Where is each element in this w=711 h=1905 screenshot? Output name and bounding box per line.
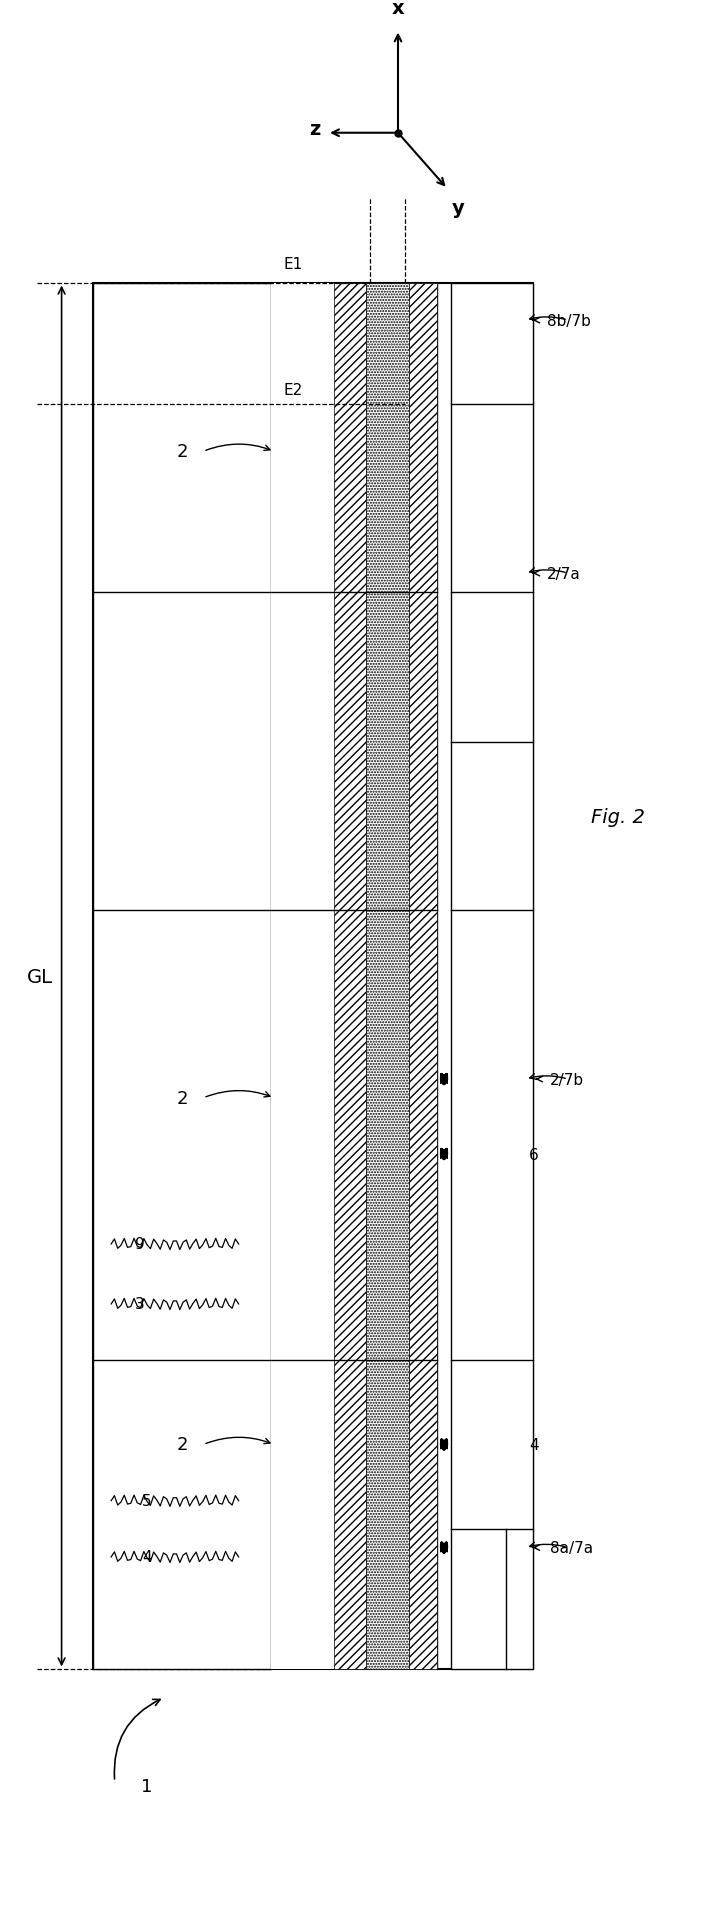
Text: 9: 9 bbox=[134, 1236, 144, 1252]
Text: Fig. 2: Fig. 2 bbox=[591, 808, 644, 827]
Text: GL: GL bbox=[27, 968, 53, 987]
Text: 8a/7a: 8a/7a bbox=[550, 1541, 594, 1554]
Text: 2/7a: 2/7a bbox=[547, 566, 580, 581]
Text: z: z bbox=[309, 120, 320, 139]
Text: 2: 2 bbox=[176, 444, 188, 461]
Text: E2: E2 bbox=[283, 383, 302, 398]
Text: 6: 6 bbox=[529, 1147, 539, 1162]
Text: y: y bbox=[451, 200, 464, 219]
Text: 5: 5 bbox=[141, 1494, 151, 1509]
Bar bbox=[409, 284, 437, 1669]
Text: 8b/7b: 8b/7b bbox=[547, 314, 591, 328]
Text: x: x bbox=[392, 0, 405, 17]
Text: 2: 2 bbox=[176, 1436, 188, 1454]
Text: 2: 2 bbox=[176, 1090, 188, 1107]
Bar bbox=[93, 284, 533, 1669]
Text: 4: 4 bbox=[141, 1549, 151, 1564]
Bar bbox=[93, 284, 270, 1669]
Bar bbox=[334, 284, 366, 1669]
Bar bbox=[270, 284, 334, 1669]
Text: 4: 4 bbox=[529, 1436, 539, 1452]
Bar bbox=[366, 284, 409, 1669]
Text: 1: 1 bbox=[141, 1777, 152, 1795]
Bar bbox=[451, 284, 533, 1669]
Text: 2/7b: 2/7b bbox=[550, 1073, 584, 1088]
Text: E1: E1 bbox=[283, 257, 302, 272]
Text: 3: 3 bbox=[134, 1297, 144, 1313]
